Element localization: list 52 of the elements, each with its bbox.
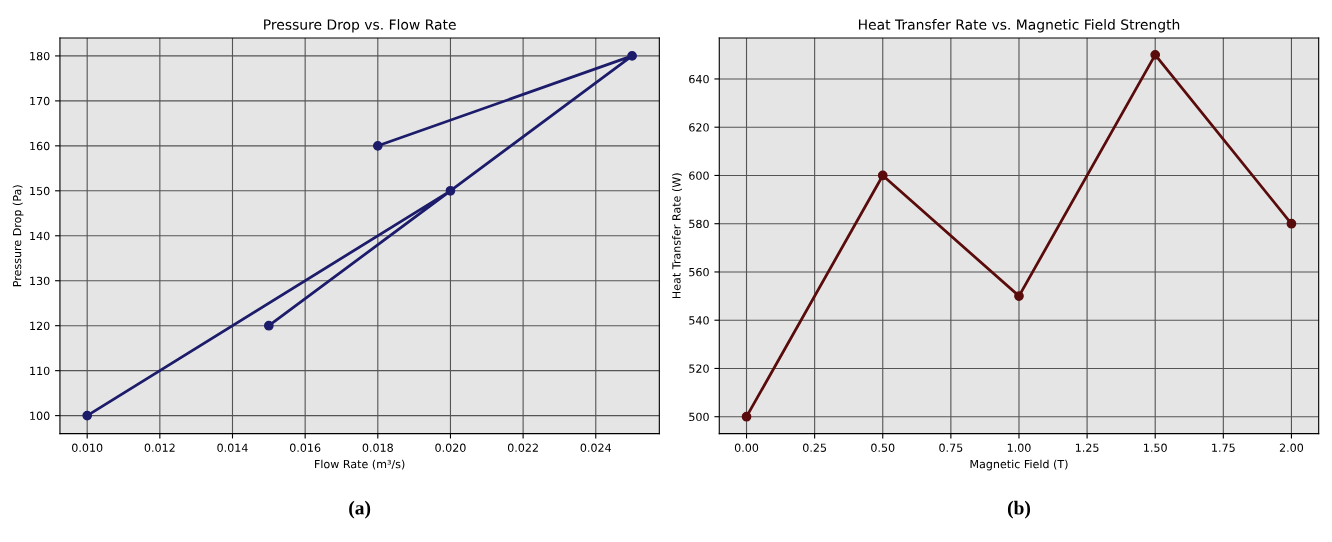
text: (a) [349,500,371,519]
y-tick-label: 520 [689,364,709,373]
y-tick-label: 140 [30,231,50,241]
x-tick-label: 0.020 [435,443,466,452]
x-tick-label: 0.016 [289,443,321,452]
chart-title: Pressure Drop vs. Flow Rate [264,19,456,33]
x-tick-label: 0.022 [507,443,538,452]
x-tick-label: 0.018 [362,443,393,452]
point [445,185,456,196]
y-tick-label: 170 [30,96,50,106]
y-tick-label: 540 [689,316,709,325]
point [82,410,93,421]
y-tick-label: 100 [30,411,50,420]
point [263,320,274,331]
x-tick-label: 0.50 [871,443,895,452]
x-tick-label: 1.25 [1075,443,1099,452]
chart-title: Heat Transfer Rate vs. Magnetic Field Strength [858,19,1180,33]
y-tick-label: 560 [689,267,709,277]
y-tick-label: 150 [30,186,50,196]
x-tick-label: 1.00 [1007,443,1031,452]
x-tick-label: 0.012 [144,443,175,452]
x-tick-label: 2.00 [1279,443,1304,452]
y-tick-label: 600 [689,171,709,180]
point [741,411,752,422]
point [877,170,888,181]
y-tick-label: 180 [30,51,50,61]
y-axis-title: Heat Transfer Rate (W) [672,173,682,299]
x-tick-label: 0.014 [217,443,248,452]
x-tick-label: 0.25 [803,443,827,452]
x-axis-title: Flow Rate (m³/s) [315,459,405,470]
x-tick-label: 1.75 [1212,443,1235,452]
text: (b) [1007,500,1031,519]
x-tick-label: 0.00 [734,443,759,452]
y-tick-label: 500 [689,412,709,422]
y-tick-label: 620 [689,123,709,132]
x-axis-title: Magnetic Field (T) [970,459,1068,471]
y-tick-label: 120 [30,321,50,331]
y-tick-label: 130 [30,276,50,286]
x-tick-label: 0.010 [72,443,103,452]
y-tick-label: 160 [30,141,50,151]
x-tick-label: 0.024 [580,443,612,452]
point [372,140,383,151]
x-tick-label: 1.50 [1144,443,1167,452]
x-tick-label: 0.75 [939,443,963,452]
y-tick-label: 640 [689,74,709,84]
point [1014,291,1024,301]
y-tick-label: 110 [30,366,50,376]
point [627,51,637,61]
point [1286,218,1297,229]
y-tick-label: 580 [689,219,709,229]
point [1150,49,1161,60]
y-axis-title: Pressure Drop (Pa) [12,185,24,287]
